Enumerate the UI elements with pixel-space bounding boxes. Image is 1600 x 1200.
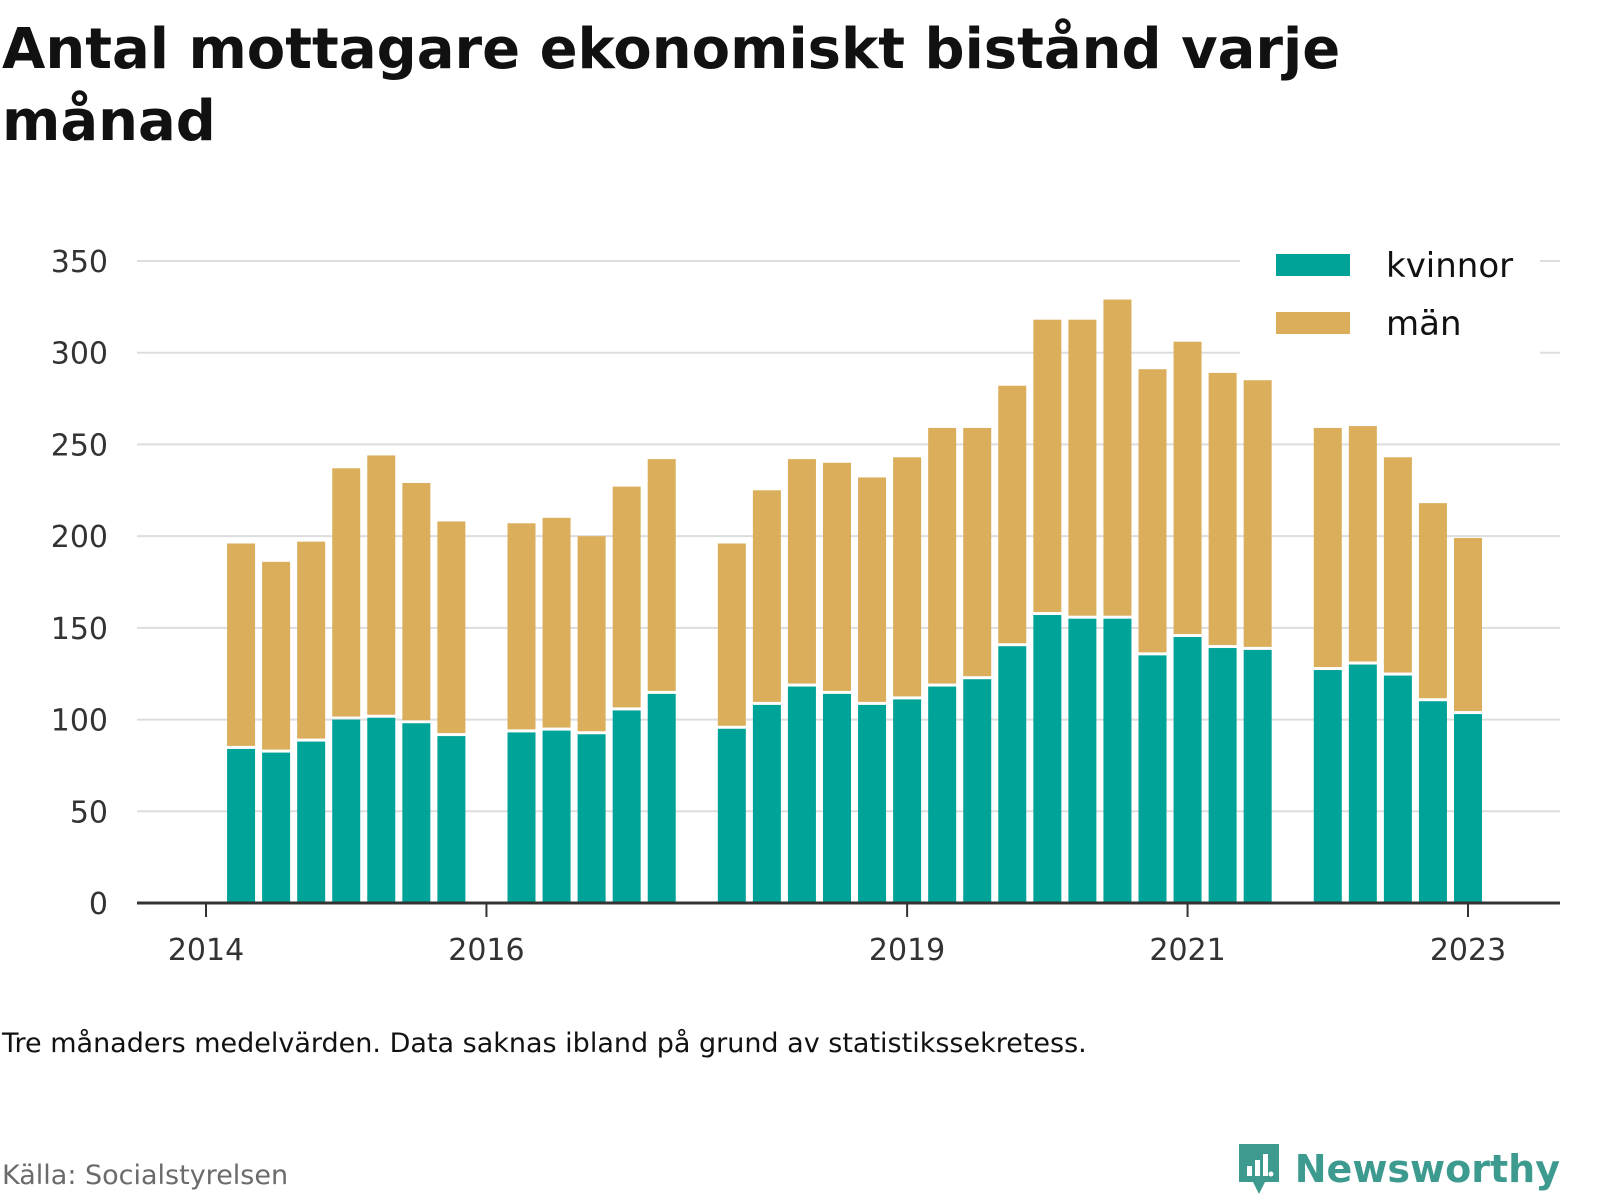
bar-man [1418,503,1447,699]
bar-man [998,385,1027,644]
bar-kvinnor [1138,655,1167,903]
bar-man [1103,299,1132,616]
bar-kvinnor [858,704,887,903]
bar-man [858,477,887,702]
bar-man [963,427,992,677]
bar-kvinnor [507,732,536,903]
legend-label-man: män [1386,304,1462,344]
bar-stacks [227,299,1482,903]
legend-swatch-kvinnor [1276,254,1350,276]
bar-kvinnor [787,686,816,903]
newsworthy-logo-icon [1238,1144,1279,1194]
bar-kvinnor [612,710,641,903]
bar-man [1173,341,1202,635]
bar-kvinnor [542,730,571,903]
bar-man [262,561,291,750]
bar-kvinnor [1313,670,1342,903]
bar-kvinnor [823,693,851,903]
bar-kvinnor [752,704,781,903]
legend: kvinnor män [1240,236,1540,354]
bar-kvinnor [998,646,1027,903]
x-tick-label: 2021 [1149,933,1225,968]
bar-man [1243,380,1272,647]
bar-man [752,490,781,702]
bar-man [577,536,606,732]
legend-label-kvinnor: kvinnor [1386,246,1513,286]
bar-kvinnor [437,736,466,903]
bar-man [1068,319,1097,616]
bar-kvinnor [1454,714,1482,903]
bar-kvinnor [262,752,291,903]
bar-kvinnor [402,723,431,903]
bar-man [823,462,851,691]
bar-man [1138,369,1167,653]
x-tick-label: 2019 [869,933,945,968]
chart-svg: 0 50 100 150 200 250 300 350 2014 2016 2019 2021 202… [50,236,1560,968]
bar-kvinnor [647,693,676,903]
bar-man [227,543,256,746]
bar-man [332,468,361,717]
bar-kvinnor [1173,637,1202,903]
bar-man [1208,372,1237,646]
axes: 0 50 100 150 200 250 300 350 2014 2016 2019 2021 202… [51,245,1560,968]
bar-man [647,459,676,691]
bar-kvinnor [332,719,361,903]
bar-man [717,543,746,726]
bar-man [542,517,571,728]
chart-note: Tre månaders medelvärden. Data saknas ib… [2,1028,1087,1059]
bar-man [1348,426,1377,662]
bar-man [1454,537,1482,712]
y-tick-label: 100 [51,704,108,739]
legend-swatch-man [1276,312,1350,334]
bar-kvinnor [717,728,746,903]
y-tick-label: 300 [51,337,108,372]
bar-man [437,521,466,734]
bar-man [787,459,816,684]
bar-man [928,427,957,684]
bar-man [402,482,431,721]
bar-man [1383,457,1412,673]
bar-kvinnor [1033,615,1062,903]
bar-man [612,486,641,708]
y-tick-label: 50 [70,795,108,830]
bar-kvinnor [1383,675,1412,903]
x-tick-label: 2014 [168,933,244,968]
bar-man [297,541,326,739]
brand-logo: Newsworthy [1235,1142,1560,1196]
bar-man [1033,319,1062,613]
chart-title: Antal mottagare ekonomiskt bistånd varje… [2,17,1341,154]
bar-kvinnor [1243,649,1272,903]
bar-man [1313,427,1342,668]
x-tick-label: 2023 [1430,933,1506,968]
y-tick-label: 150 [51,612,108,647]
bar-man [507,523,536,730]
bar-kvinnor [227,748,256,903]
bar-kvinnor [1418,701,1447,903]
source-credit: Källa: Socialstyrelsen [2,1160,289,1191]
bar-kvinnor [367,717,396,903]
y-tick-label: 200 [51,520,108,555]
bar-kvinnor [893,699,922,903]
bar-kvinnor [1068,618,1097,903]
y-tick-label: 350 [51,245,108,280]
bar-kvinnor [577,734,606,903]
y-tick-label: 250 [51,428,108,463]
brand-name: Newsworthy [1294,1147,1560,1191]
bar-man [893,457,922,697]
y-tick-label: 0 [89,887,108,922]
bar-kvinnor [1208,648,1237,903]
x-tick-label: 2016 [448,933,524,968]
bar-man [367,455,396,715]
bar-kvinnor [297,741,326,903]
bar-kvinnor [1348,664,1377,903]
bar-kvinnor [963,679,992,903]
bar-kvinnor [928,686,957,903]
bar-kvinnor [1103,618,1132,903]
